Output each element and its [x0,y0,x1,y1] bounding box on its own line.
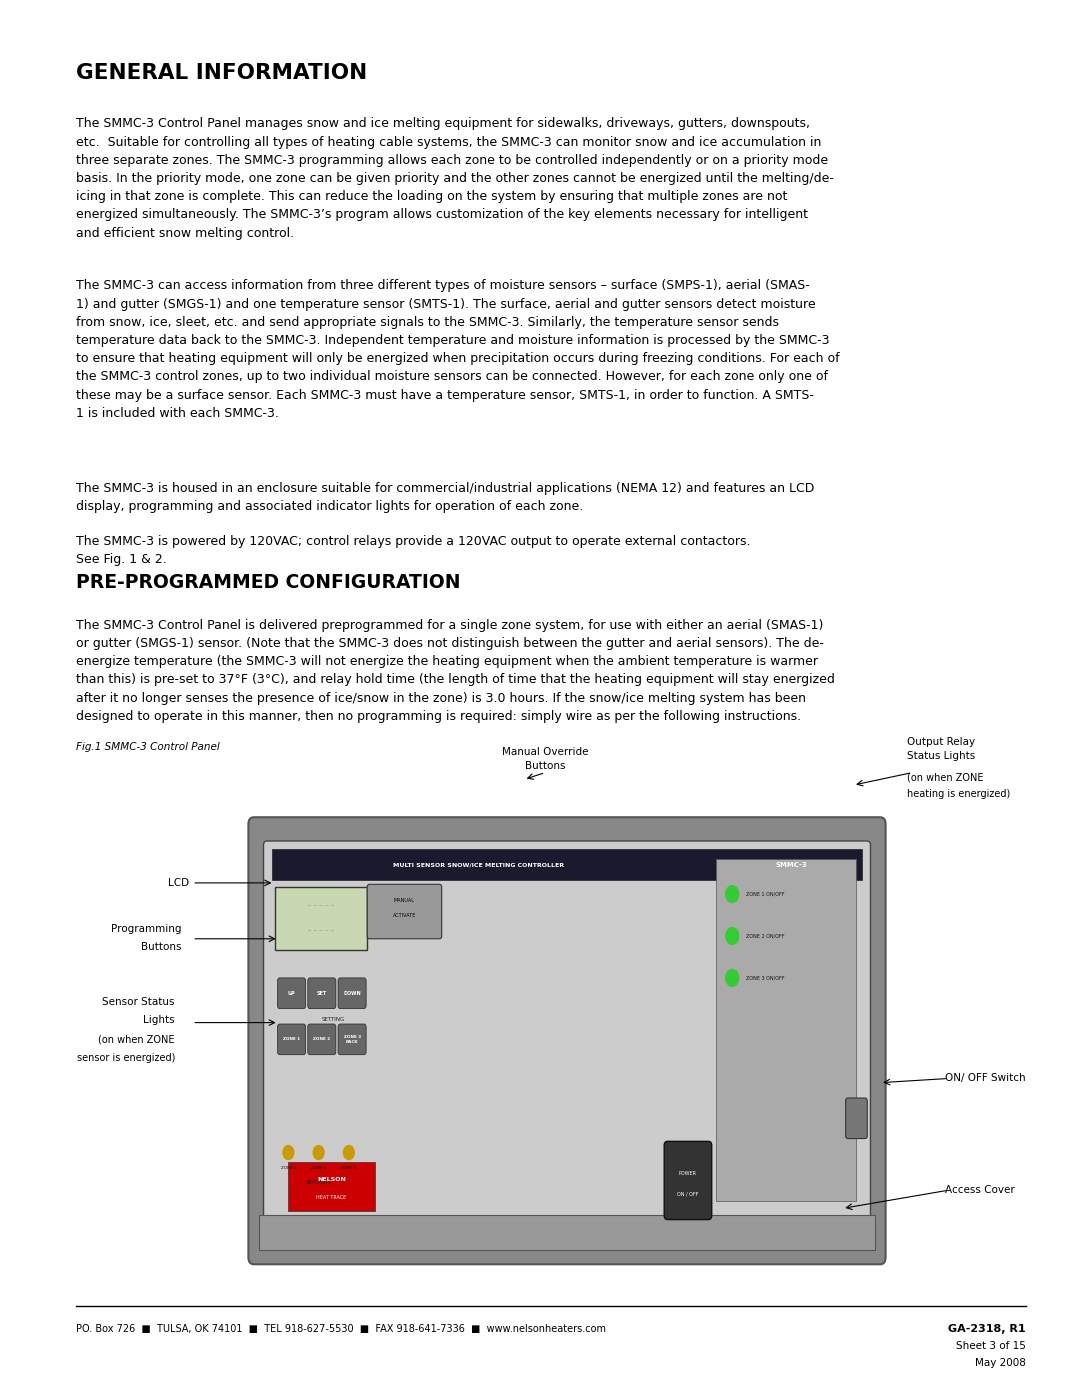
Text: Fig.1 SMMC-3 Control Panel: Fig.1 SMMC-3 Control Panel [76,742,219,752]
Text: ZONE 1 ON/OFF: ZONE 1 ON/OFF [746,891,785,897]
Bar [716,859,856,1201]
FancyBboxPatch shape [664,1141,712,1220]
FancyBboxPatch shape [338,978,366,1009]
Text: (on when ZONE: (on when ZONE [98,1034,175,1045]
Text: The SMMC-3 can access information from three different types of moisture sensors: The SMMC-3 can access information from t… [76,279,839,420]
Text: Programming: Programming [111,923,181,935]
Text: (on when ZONE: (on when ZONE [907,773,984,782]
Text: SENSORS: SENSORS [306,1180,332,1186]
Text: May 2008: May 2008 [975,1358,1026,1368]
Text: ZONE 3 ON/OFF: ZONE 3 ON/OFF [746,975,785,981]
Circle shape [726,970,739,986]
Bar [259,1215,875,1250]
Bar [288,1162,375,1211]
FancyBboxPatch shape [308,978,336,1009]
Text: HEAT TRACE: HEAT TRACE [316,1194,347,1200]
Text: MANUAL: MANUAL [394,898,415,902]
Text: Buttons: Buttons [140,942,181,953]
Text: GA-2318, R1: GA-2318, R1 [948,1324,1026,1334]
Bar [275,887,367,950]
Text: Sheet 3 of 15: Sheet 3 of 15 [956,1341,1026,1351]
Text: Status Lights: Status Lights [907,752,975,761]
Circle shape [313,1146,324,1160]
Text: Output Relay: Output Relay [907,738,975,747]
FancyBboxPatch shape [248,817,886,1264]
FancyBboxPatch shape [338,1024,366,1055]
Text: ZONE 1: ZONE 1 [283,1038,300,1041]
FancyBboxPatch shape [846,1098,867,1139]
Text: ZONE 3: ZONE 3 [341,1166,356,1171]
Text: ZONE 3
BACK: ZONE 3 BACK [343,1035,361,1044]
FancyBboxPatch shape [278,978,306,1009]
FancyBboxPatch shape [278,1024,306,1055]
Text: GENERAL INFORMATION: GENERAL INFORMATION [76,63,367,82]
Text: heating is energized): heating is energized) [907,789,1011,799]
Text: ZONE 2: ZONE 2 [311,1166,326,1171]
Text: Manual Override: Manual Override [502,747,589,757]
Text: _ _ _ _ _: _ _ _ _ _ [309,900,334,905]
Text: DOWN: DOWN [343,990,361,996]
Text: ZONE 2 ON/OFF: ZONE 2 ON/OFF [746,933,785,939]
Circle shape [726,886,739,902]
Text: The SMMC-3 is powered by 120VAC; control relays provide a 120VAC output to opera: The SMMC-3 is powered by 120VAC; control… [76,535,751,566]
Text: The SMMC-3 Control Panel is delivered preprogrammed for a single zone system, fo: The SMMC-3 Control Panel is delivered pr… [76,619,835,722]
Text: Lights: Lights [144,1014,175,1025]
Text: PRE-PROGRAMMED CONFIGURATION: PRE-PROGRAMMED CONFIGURATION [76,573,460,592]
Text: The SMMC-3 Control Panel manages snow and ice melting equipment for sidewalks, d: The SMMC-3 Control Panel manages snow an… [76,117,834,239]
Text: ZONE 2: ZONE 2 [313,1038,330,1041]
Text: UP: UP [287,990,296,996]
Text: _ _ _ _ _: _ _ _ _ _ [309,925,334,930]
Text: sensor is energized): sensor is energized) [77,1052,175,1063]
Text: SMMC-3: SMMC-3 [775,862,807,868]
Text: ON / OFF: ON / OFF [677,1192,699,1197]
Text: POWER: POWER [679,1171,697,1176]
Text: ZONE 1: ZONE 1 [281,1166,296,1171]
Circle shape [726,928,739,944]
Text: Access Cover: Access Cover [945,1185,1015,1196]
Text: SETTING: SETTING [322,1017,346,1023]
Text: NELSON: NELSON [318,1176,346,1182]
FancyBboxPatch shape [308,1024,336,1055]
Circle shape [283,1146,294,1160]
FancyBboxPatch shape [367,884,442,939]
Bar [272,849,862,880]
FancyBboxPatch shape [264,841,870,1241]
Text: Sensor Status: Sensor Status [103,996,175,1007]
Text: LCD: LCD [167,877,189,888]
Circle shape [343,1146,354,1160]
Text: MULTI SENSOR SNOW/ICE MELTING CONTROLLER: MULTI SENSOR SNOW/ICE MELTING CONTROLLER [393,862,564,868]
Text: Buttons: Buttons [525,761,566,771]
Text: The SMMC-3 is housed in an enclosure suitable for commercial/industrial applicat: The SMMC-3 is housed in an enclosure sui… [76,482,814,513]
Text: SET: SET [316,990,327,996]
Text: ACTIVATE: ACTIVATE [393,914,416,918]
Text: ON/ OFF Switch: ON/ OFF Switch [945,1073,1026,1084]
Text: PO. Box 726  ■  TULSA, OK 74101  ■  TEL 918-627-5530  ■  FAX 918-641-7336  ■  ww: PO. Box 726 ■ TULSA, OK 74101 ■ TEL 918-… [76,1324,606,1334]
